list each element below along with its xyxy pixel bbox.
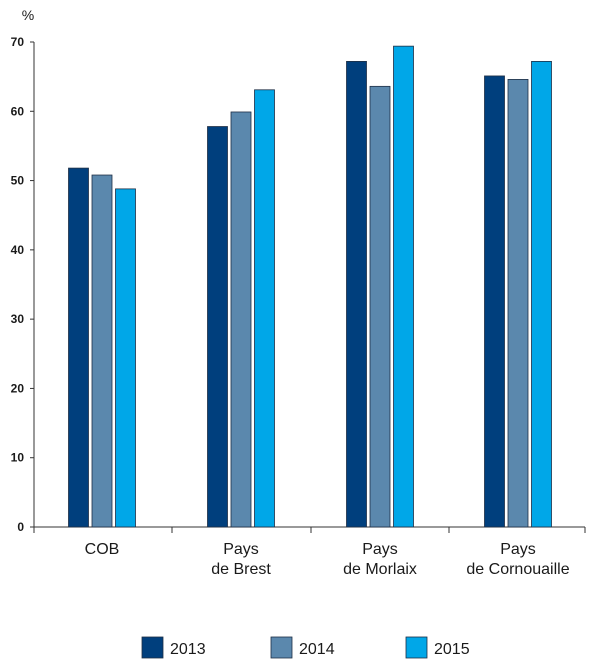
bar-2015-pays-de-brest — [254, 89, 275, 528]
category-label: COB — [85, 541, 120, 558]
y-tick-label: 20 — [11, 381, 25, 395]
y-tick-label: 40 — [11, 243, 25, 257]
category-label: Pays de Brest — [211, 541, 271, 578]
category-label-line: de Cornouaille — [466, 561, 569, 578]
bar-2013-pays-de-brest — [207, 126, 228, 528]
legend: 2013 2014 2015 — [141, 636, 470, 659]
legend-swatch-2015 — [405, 636, 428, 659]
category-label-line: de Morlaix — [343, 561, 417, 578]
bar-2015-cob — [115, 188, 136, 528]
y-tick-label: 0 — [17, 520, 24, 534]
y-tick-label: 60 — [11, 104, 25, 118]
y-axis: 0 10 20 30 40 50 60 70 — [11, 35, 35, 534]
category-label-line: Pays — [500, 541, 536, 558]
category-label-line: COB — [85, 541, 120, 558]
category-label: Pays de Cornouaille — [466, 541, 569, 578]
bar-2015-pays-de-morlaix — [393, 45, 414, 528]
legend-label-2015: 2015 — [434, 641, 470, 658]
bar-2013-pays-de-morlaix — [346, 61, 367, 528]
y-unit-label: % — [22, 7, 34, 23]
legend-label-2014: 2014 — [299, 641, 335, 658]
bar-2013-pays-de-cornouaille — [484, 75, 505, 528]
y-tick-label: 30 — [11, 312, 25, 326]
y-tick-label: 70 — [11, 35, 25, 49]
y-tick-label: 50 — [11, 174, 25, 188]
category-label-line: Pays — [223, 541, 259, 558]
bar-2014-pays-de-brest — [230, 111, 252, 528]
category-labels: COB Pays de Brest Pays de Morlaix Pays de Corn… — [85, 541, 570, 578]
bar-2014-pays-de-morlaix — [369, 85, 391, 528]
category-label: Pays de Morlaix — [343, 541, 417, 578]
bar-2013-cob — [68, 167, 89, 528]
bar-2014-cob — [91, 174, 113, 528]
bar-2015-pays-de-cornouaille — [531, 61, 552, 528]
y-tick-label: 10 — [11, 451, 25, 465]
legend-swatch-2013 — [141, 636, 164, 659]
category-label-line: Pays — [362, 541, 398, 558]
bar-2014-pays-de-cornouaille — [507, 79, 529, 528]
x-axis — [33, 526, 586, 533]
legend-label-2013: 2013 — [170, 641, 206, 658]
category-label-line: de Brest — [211, 561, 271, 578]
bars-group — [68, 45, 552, 528]
legend-swatch-2014 — [270, 636, 293, 659]
